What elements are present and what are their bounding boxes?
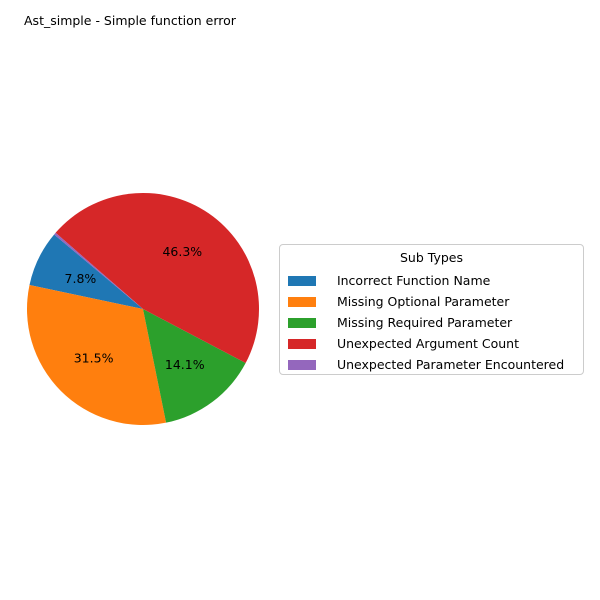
- pie-slice-label-2: 14.1%: [165, 357, 205, 372]
- legend-item: Missing Required Parameter: [288, 312, 575, 333]
- pie-slice-4: [54, 232, 143, 309]
- pie-slice-1: [26, 285, 167, 426]
- legend-label: Unexpected Argument Count: [329, 336, 519, 351]
- legend-swatch: [288, 296, 316, 307]
- legend-item: Unexpected Argument Count: [288, 333, 575, 354]
- legend-item: Incorrect Function Name: [288, 270, 575, 291]
- legend-label: Missing Optional Parameter: [329, 294, 510, 309]
- legend-label: Incorrect Function Name: [329, 273, 491, 288]
- chart-title: Ast_simple - Simple function error: [24, 13, 236, 28]
- legend: Sub Types Incorrect Function Name Missin…: [279, 244, 584, 375]
- pie-slice-label-1: 31.5%: [74, 351, 114, 366]
- pie-slice-2: [143, 309, 246, 423]
- pie-slice-0: [29, 234, 143, 309]
- pie-slice-label-3: 46.3%: [162, 244, 202, 259]
- legend-swatch: [288, 338, 316, 349]
- legend-item: Unexpected Parameter Encountered: [288, 354, 575, 375]
- legend-swatch: [288, 317, 316, 328]
- pie-slice-label-0: 7.8%: [65, 271, 97, 286]
- legend-swatch: [288, 275, 316, 286]
- legend-label: Missing Required Parameter: [329, 315, 513, 330]
- legend-label: Unexpected Parameter Encountered: [329, 357, 565, 372]
- legend-item: Missing Optional Parameter: [288, 291, 575, 312]
- legend-title: Sub Types: [400, 250, 463, 265]
- pie-slice-3: [55, 192, 260, 364]
- legend-swatch: [288, 359, 316, 370]
